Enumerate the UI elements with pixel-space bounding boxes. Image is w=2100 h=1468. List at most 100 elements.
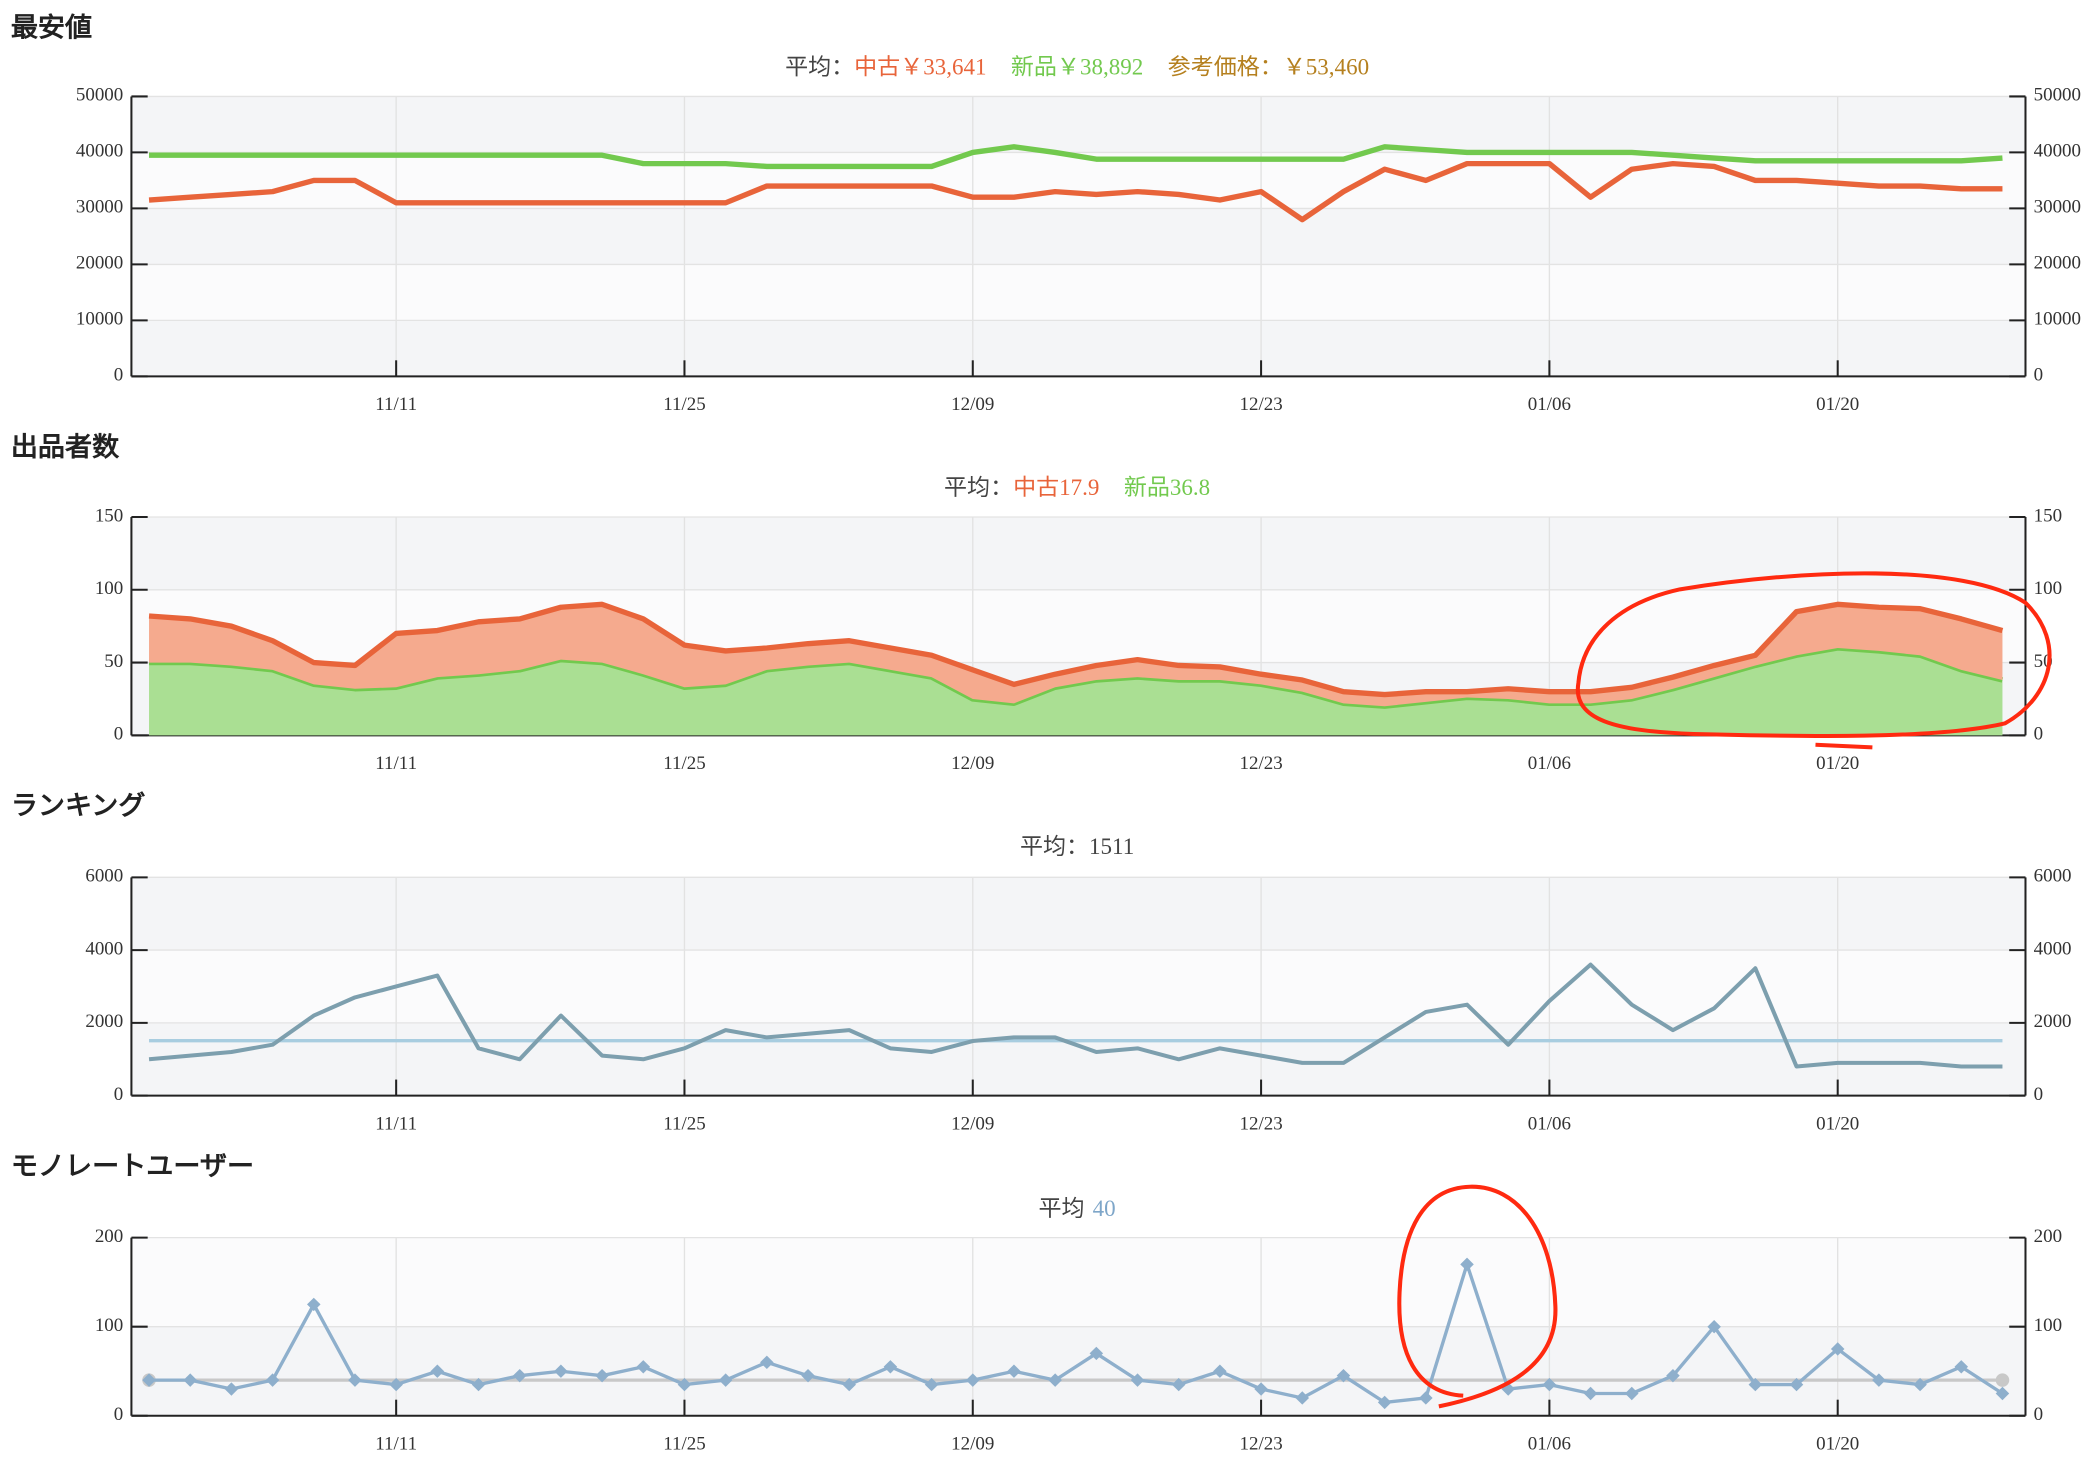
marker — [677, 1377, 692, 1392]
marker — [1130, 1373, 1145, 1387]
marker — [1419, 1391, 1433, 1405]
y2-tick-label: 2000 — [2034, 1011, 2072, 1032]
marker — [1624, 1386, 1639, 1401]
x-tick-label: 01/20 — [1816, 753, 1859, 774]
series-line — [149, 1262, 2004, 1405]
marker — [142, 1373, 156, 1387]
plot-band — [131, 96, 2026, 153]
marker — [348, 1373, 362, 1387]
subtitle: 平均：中古17.9 新品36.8 — [944, 476, 1210, 501]
x-tick-label: 12/23 — [1239, 753, 1282, 774]
marker — [636, 1360, 651, 1374]
subtitle: 平均：中古￥33,641 新品￥38,892 参考価格：￥53,460 — [785, 55, 1369, 80]
x-tick-label: 11/25 — [663, 753, 706, 774]
y2-tick-label: 200 — [2034, 1226, 2062, 1247]
plot-band — [131, 1237, 2026, 1327]
average-label: 平均 — [1039, 1196, 1085, 1221]
subtitle: 平均 40 — [1039, 1196, 1116, 1221]
x-tick-label: 01/06 — [1528, 1434, 1571, 1455]
x-tick-label: 12/23 — [1239, 1434, 1282, 1455]
marker — [924, 1377, 939, 1392]
x-tick-label: 11/25 — [663, 394, 706, 415]
y2-tick-label: 0 — [2034, 1084, 2043, 1105]
y2-tick-label: 20000 — [2034, 253, 2081, 274]
marker — [1666, 1368, 1680, 1383]
y-tick-label: 4000 — [85, 938, 123, 959]
x-tick-label: 12/09 — [951, 753, 994, 774]
marker — [1872, 1373, 1886, 1387]
y2-tick-label: 30000 — [2034, 197, 2081, 218]
marker — [1748, 1377, 1763, 1392]
series-average: 17.9 — [1059, 476, 1099, 501]
y-tick-label: 0 — [114, 365, 123, 386]
y2-tick-label: 0 — [2034, 365, 2043, 386]
subtitle: 平均：1511 — [1020, 835, 1134, 860]
marker — [471, 1377, 486, 1392]
annotation-circle — [1397, 1184, 1558, 1409]
panel-title: 最安値 — [11, 13, 92, 43]
marker — [842, 1377, 856, 1392]
y-tick-label: 100 — [95, 1315, 123, 1336]
marker — [1913, 1377, 1927, 1392]
marker — [389, 1377, 403, 1392]
marker — [1789, 1377, 1804, 1392]
x-tick-label: 01/06 — [1528, 753, 1571, 774]
y-tick-label: 30000 — [76, 197, 123, 218]
x-tick-label: 01/06 — [1528, 394, 1571, 415]
marker — [1254, 1382, 1268, 1396]
series-line — [148, 160, 2003, 223]
series-line — [148, 962, 2003, 1069]
plot-band — [131, 1326, 2026, 1416]
series-name: 新品 — [1124, 476, 1170, 501]
series-line — [148, 601, 2004, 698]
marker — [1542, 1377, 1557, 1392]
marker — [718, 1373, 733, 1387]
average-value: 1511 — [1089, 835, 1134, 860]
marker — [1954, 1360, 1969, 1374]
y2-tick-label: 10000 — [2034, 309, 2081, 330]
marker — [183, 1373, 197, 1387]
plot-band — [131, 1022, 2026, 1096]
x-tick-label: 12/09 — [951, 1434, 994, 1455]
y2-tick-label: 50000 — [2034, 85, 2081, 106]
marker — [430, 1364, 445, 1378]
y2-tick-label: 100 — [2034, 578, 2062, 599]
x-tick-label: 11/11 — [375, 394, 417, 415]
marker — [1583, 1386, 1598, 1401]
y2-tick-label: 40000 — [2034, 141, 2081, 162]
y-tick-label: 200 — [95, 1226, 123, 1247]
y2-tick-label: 100 — [2034, 1315, 2062, 1336]
marker — [1336, 1368, 1351, 1383]
y-tick-label: 50 — [104, 651, 123, 672]
marker — [512, 1368, 527, 1383]
series-average: ￥38,892 — [1057, 55, 1143, 80]
reference-average: ￥53,460 — [1283, 55, 1369, 80]
series-name: 中古 — [1013, 476, 1059, 501]
y-tick-label: 0 — [114, 1404, 123, 1425]
plot-band — [131, 208, 2026, 265]
marker — [1295, 1391, 1310, 1405]
x-tick-label: 01/06 — [1528, 1114, 1571, 1135]
x-tick-label: 01/20 — [1816, 1434, 1859, 1455]
average-label: 平均： — [944, 476, 1013, 501]
marker — [966, 1373, 980, 1387]
y2-tick-label: 0 — [2034, 1404, 2043, 1425]
series-average: 36.8 — [1170, 476, 1210, 501]
series-line — [149, 144, 2003, 170]
x-tick-label: 12/09 — [951, 1114, 994, 1135]
x-tick-label: 01/20 — [1816, 394, 1859, 415]
series-area — [149, 648, 2003, 736]
x-tick-label: 11/25 — [663, 1114, 706, 1135]
marker — [1995, 1386, 2010, 1401]
average-end — [1995, 1373, 2010, 1387]
marker — [1460, 1257, 1474, 1272]
y-tick-label: 2000 — [85, 1011, 123, 1032]
annotation-circle — [1575, 571, 2052, 750]
marker — [801, 1368, 815, 1383]
marker — [1377, 1395, 1392, 1410]
plot-band — [131, 877, 2026, 951]
